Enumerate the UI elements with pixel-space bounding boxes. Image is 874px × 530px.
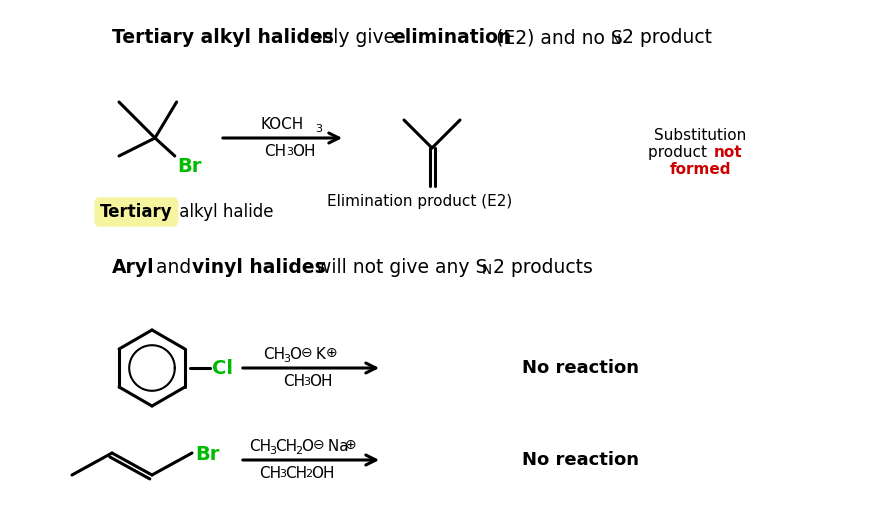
Text: N: N bbox=[482, 263, 492, 277]
Text: 2 product: 2 product bbox=[622, 28, 712, 47]
Text: N: N bbox=[611, 33, 621, 47]
Text: (E2) and no S: (E2) and no S bbox=[490, 28, 623, 47]
Text: CH: CH bbox=[283, 374, 305, 389]
Text: Br: Br bbox=[195, 446, 219, 464]
Text: 3: 3 bbox=[316, 124, 323, 134]
Text: KOCH: KOCH bbox=[260, 117, 304, 132]
Text: CH: CH bbox=[265, 144, 287, 159]
Text: 3: 3 bbox=[283, 354, 290, 364]
Text: K: K bbox=[311, 347, 326, 362]
Text: 2: 2 bbox=[305, 469, 312, 479]
Text: 2: 2 bbox=[295, 446, 302, 456]
Text: No reaction: No reaction bbox=[522, 451, 639, 469]
Text: Substitution: Substitution bbox=[654, 128, 746, 143]
Text: Br: Br bbox=[177, 157, 201, 176]
Text: elimination: elimination bbox=[392, 28, 511, 47]
Text: ⊕: ⊕ bbox=[345, 438, 357, 452]
Text: O: O bbox=[301, 439, 313, 454]
Text: 3: 3 bbox=[287, 147, 294, 157]
Text: not: not bbox=[714, 145, 742, 160]
Text: Cl: Cl bbox=[212, 358, 233, 377]
Text: ⊖: ⊖ bbox=[301, 346, 313, 360]
Text: 3: 3 bbox=[303, 377, 310, 387]
Text: will not give any S: will not give any S bbox=[310, 258, 488, 277]
Text: CH: CH bbox=[275, 439, 297, 454]
Text: product: product bbox=[648, 145, 712, 160]
Text: Elimination product (E2): Elimination product (E2) bbox=[328, 194, 513, 209]
Text: 3: 3 bbox=[269, 446, 276, 456]
Text: CH: CH bbox=[259, 466, 281, 481]
Text: 3: 3 bbox=[279, 469, 286, 479]
Text: No reaction: No reaction bbox=[522, 359, 639, 377]
Text: 2 products: 2 products bbox=[493, 258, 593, 277]
Text: Aryl: Aryl bbox=[112, 258, 155, 277]
Text: and: and bbox=[150, 258, 198, 277]
Text: only give: only give bbox=[304, 28, 401, 47]
Text: vinyl halides: vinyl halides bbox=[192, 258, 326, 277]
Text: CH: CH bbox=[263, 347, 285, 362]
Text: ⊕: ⊕ bbox=[326, 346, 337, 360]
Text: formed: formed bbox=[669, 162, 731, 177]
Text: O: O bbox=[289, 347, 301, 362]
Text: alkyl halide: alkyl halide bbox=[174, 203, 274, 221]
Text: OH: OH bbox=[311, 466, 335, 481]
Text: CH: CH bbox=[249, 439, 271, 454]
Text: OH: OH bbox=[293, 144, 316, 159]
Text: Na: Na bbox=[323, 439, 349, 454]
Text: CH: CH bbox=[285, 466, 307, 481]
Text: Tertiary: Tertiary bbox=[100, 203, 173, 221]
Text: OH: OH bbox=[309, 374, 332, 389]
Text: ⊖: ⊖ bbox=[313, 438, 324, 452]
Text: Tertiary alkyl halides: Tertiary alkyl halides bbox=[112, 28, 334, 47]
